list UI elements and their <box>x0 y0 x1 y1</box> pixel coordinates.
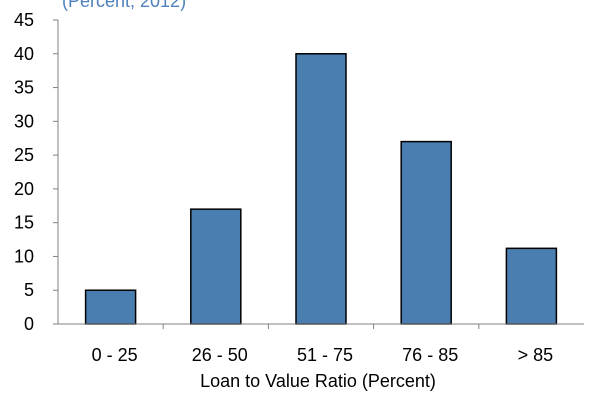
y-tick-label: 15 <box>14 213 34 233</box>
y-tick-label: 30 <box>14 111 34 131</box>
y-tick-labels: 0 5 10 15 20 25 30 35 40 45 <box>14 10 34 334</box>
bar-2 <box>295 53 347 325</box>
bar-1 <box>190 208 242 325</box>
y-tick-label: 20 <box>14 179 34 199</box>
bar-0 <box>84 289 137 325</box>
chart-subtitle: (Percent, 2012) <box>62 0 187 11</box>
x-category-labels: 0 - 25 26 - 50 51 - 75 76 - 85 > 85 <box>92 345 554 365</box>
bars-group <box>84 53 558 325</box>
x-axis-title: Loan to Value Ratio (Percent) <box>200 371 436 391</box>
x-category-label: 0 - 25 <box>92 345 138 365</box>
axes-group <box>53 19 584 329</box>
x-category-label: 51 - 75 <box>297 345 353 365</box>
y-tick-label: 10 <box>14 246 34 266</box>
x-category-label: 76 - 85 <box>402 345 458 365</box>
bar-3 <box>400 140 452 325</box>
y-tick-label: 45 <box>14 10 34 30</box>
y-tick-label: 40 <box>14 44 34 64</box>
y-tick-label: 5 <box>24 280 34 300</box>
x-category-label: > 85 <box>518 345 554 365</box>
y-tick-label: 25 <box>14 145 34 165</box>
x-category-label: 26 - 50 <box>192 345 248 365</box>
bar-4 <box>505 247 558 325</box>
y-tick-label: 35 <box>14 78 34 98</box>
y-tick-label: 0 <box>24 314 34 334</box>
